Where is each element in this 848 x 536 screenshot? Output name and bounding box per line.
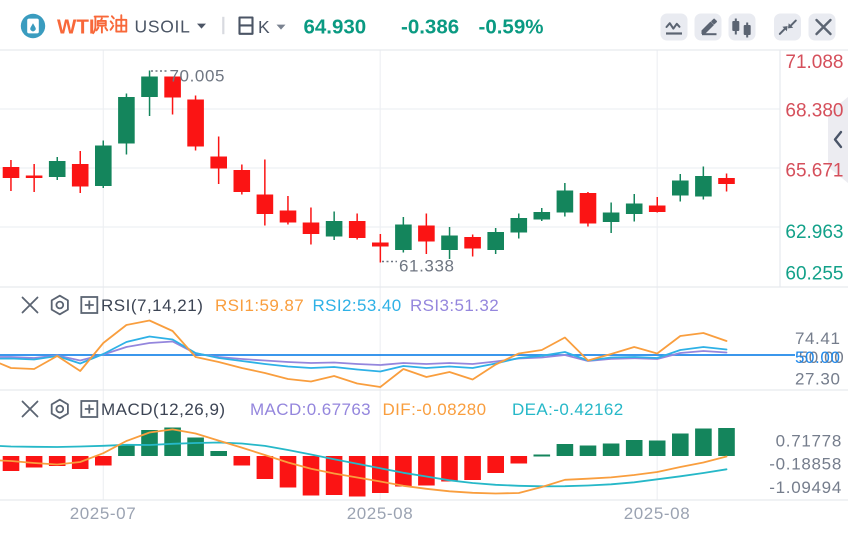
svg-text:-0.59%: -0.59% xyxy=(479,16,544,39)
svg-text:2025-08: 2025-08 xyxy=(624,504,691,523)
svg-text:64.930: 64.930 xyxy=(304,16,367,39)
svg-text:2025-07: 2025-07 xyxy=(70,504,137,523)
svg-text:K: K xyxy=(258,17,270,37)
svg-text:71.088: 71.088 xyxy=(785,52,843,73)
svg-text:RSI2:53.40: RSI2:53.40 xyxy=(313,296,402,315)
svg-text:MACD:0.67763: MACD:0.67763 xyxy=(250,400,371,419)
svg-text:-1.09494: -1.09494 xyxy=(769,478,842,497)
svg-text:70.005: 70.005 xyxy=(170,66,226,85)
svg-text:0.71778: 0.71778 xyxy=(776,432,842,451)
svg-text:DIF:-0.08280: DIF:-0.08280 xyxy=(383,400,487,419)
svg-text:2025-08: 2025-08 xyxy=(347,504,414,523)
svg-text:50.00: 50.00 xyxy=(799,348,845,367)
svg-text:74.41: 74.41 xyxy=(795,329,841,348)
svg-text:WTI: WTI xyxy=(57,16,95,39)
svg-text:27.30: 27.30 xyxy=(795,369,841,388)
svg-text:MACD(12,26,9): MACD(12,26,9) xyxy=(101,400,226,419)
svg-text:RSI3:51.32: RSI3:51.32 xyxy=(410,296,499,315)
svg-text:68.380: 68.380 xyxy=(785,101,843,122)
svg-text:DEA:-0.42162: DEA:-0.42162 xyxy=(512,400,624,419)
svg-text:-0.386: -0.386 xyxy=(401,16,459,39)
svg-text:60.255: 60.255 xyxy=(785,264,843,285)
svg-text:RSI(7,14,21): RSI(7,14,21) xyxy=(101,296,203,315)
svg-text:61.338: 61.338 xyxy=(399,257,455,276)
svg-text:-0.18858: -0.18858 xyxy=(769,455,842,474)
svg-text:62.963: 62.963 xyxy=(785,222,843,243)
svg-text:USOIL: USOIL xyxy=(135,17,191,37)
svg-text:65.671: 65.671 xyxy=(785,161,843,182)
svg-text:50.00: 50.00 xyxy=(795,348,841,367)
svg-text:RSI1:59.87: RSI1:59.87 xyxy=(215,296,304,315)
